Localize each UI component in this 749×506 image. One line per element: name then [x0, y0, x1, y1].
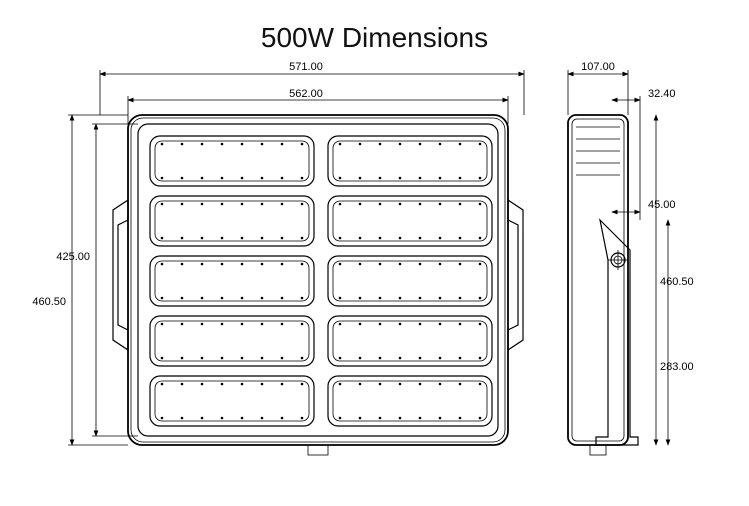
svg-text:571.00: 571.00	[289, 61, 323, 73]
svg-text:460.50: 460.50	[32, 296, 66, 308]
svg-text:107.00: 107.00	[581, 61, 615, 73]
svg-text:32.40: 32.40	[648, 88, 676, 100]
svg-text:562.00: 562.00	[289, 88, 323, 100]
svg-text:425.00: 425.00	[56, 251, 90, 263]
svg-text:45.00: 45.00	[648, 199, 676, 211]
svg-text:283.00: 283.00	[660, 361, 694, 373]
svg-text:460.50: 460.50	[660, 276, 694, 288]
page-title: 500W Dimensions	[0, 22, 749, 54]
dimension-drawing: 571.00 562.00 107.00 32.40 45.00 460.50 283.00…	[0, 60, 749, 506]
